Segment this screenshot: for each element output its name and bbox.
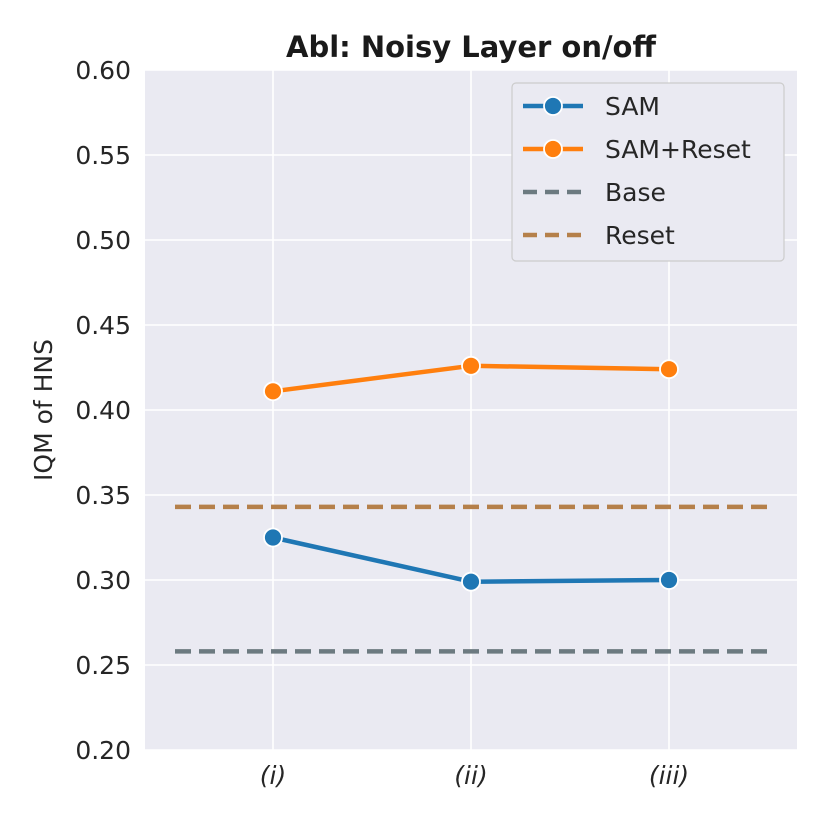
chart-title: Abl: Noisy Layer on/off — [286, 30, 656, 64]
series — [263, 355, 679, 592]
legend-label-sam: SAM — [605, 92, 660, 121]
reference-lines — [175, 504, 770, 654]
data-point-sam-reset — [263, 381, 283, 402]
legend-box — [511, 82, 785, 262]
data-point-sam — [263, 527, 283, 548]
x-tick-label: (ii) — [454, 761, 487, 790]
legend-label-sam-reset: SAM+Reset — [605, 135, 751, 164]
legend-label-reset: Reset — [605, 221, 675, 250]
y-tick-label: 0.20 — [75, 736, 131, 765]
y-tick-label: 0.40 — [75, 396, 131, 425]
y-tick-label: 0.25 — [75, 651, 131, 680]
x-ticks: (i) (ii) (iii) — [260, 761, 689, 790]
legend-marker-sam — [543, 96, 563, 116]
y-axis-label: IQM of HNS — [29, 339, 58, 481]
y-tick-label: 0.55 — [75, 141, 131, 170]
data-point-sam — [659, 570, 679, 590]
legend-marker-sam-reset — [543, 139, 563, 159]
data-point-sam — [461, 571, 481, 592]
x-tick-label: (iii) — [649, 761, 689, 790]
data-point-sam-reset — [659, 359, 679, 380]
y-tick-label: 0.30 — [75, 566, 131, 595]
legend: SAM SAM+Reset Base Reset — [511, 82, 785, 262]
data-point-sam-reset — [461, 355, 481, 376]
y-tick-label: 0.45 — [75, 311, 131, 340]
legend-label-base: Base — [605, 178, 666, 207]
x-tick-label: (i) — [260, 761, 286, 790]
y-tick-label: 0.50 — [75, 226, 131, 255]
y-ticks: 0.20 0.25 0.30 0.35 0.40 0.45 0.50 0.55 0.60 — [75, 56, 131, 765]
y-tick-label: 0.35 — [75, 481, 131, 510]
y-tick-label: 0.60 — [75, 56, 131, 85]
